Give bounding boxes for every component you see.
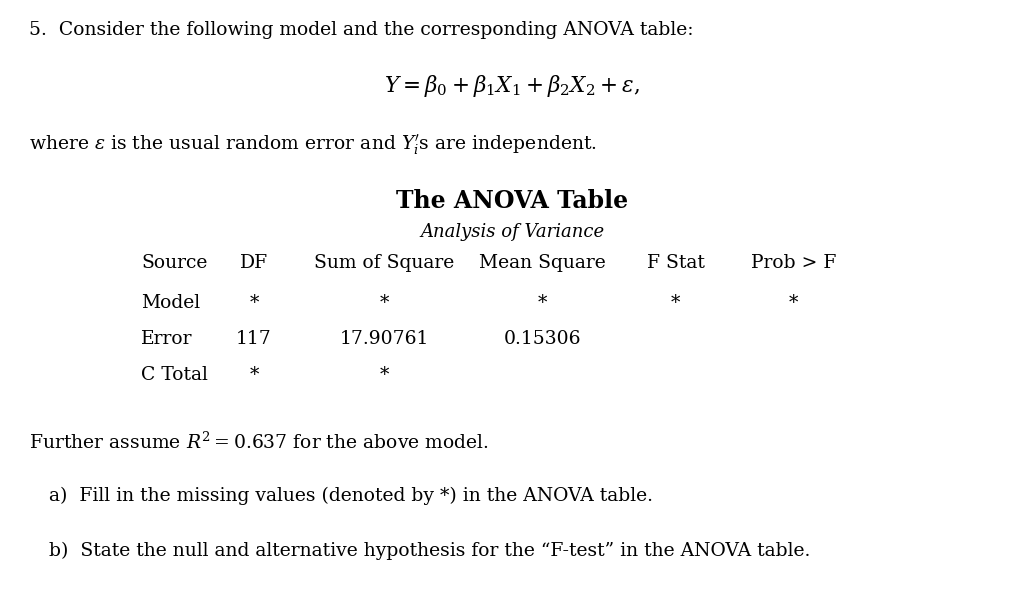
- Text: Error: Error: [141, 330, 193, 348]
- Text: F Stat: F Stat: [647, 254, 705, 272]
- Text: *: *: [249, 366, 259, 384]
- Text: $Y = \beta_0 + \beta_1 X_1 + \beta_2 X_2 + \epsilon,$: $Y = \beta_0 + \beta_1 X_1 + \beta_2 X_2…: [384, 73, 640, 99]
- Text: *: *: [538, 294, 548, 312]
- Text: 17.90761: 17.90761: [339, 330, 429, 348]
- Text: *: *: [379, 294, 389, 312]
- Text: where $\epsilon$ is the usual random error and $Y_i'$s are independent.: where $\epsilon$ is the usual random err…: [29, 133, 597, 157]
- Text: Source: Source: [141, 254, 208, 272]
- Text: Mean Square: Mean Square: [479, 254, 606, 272]
- Text: The ANOVA Table: The ANOVA Table: [396, 189, 628, 213]
- Text: Sum of Square: Sum of Square: [314, 254, 454, 272]
- Text: Prob > F: Prob > F: [751, 254, 837, 272]
- Text: b)  State the null and alternative hypothesis for the “F-test” in the ANOVA tabl: b) State the null and alternative hypoth…: [49, 541, 811, 560]
- Text: *: *: [379, 366, 389, 384]
- Text: C Total: C Total: [141, 366, 208, 384]
- Text: Analysis of Variance: Analysis of Variance: [420, 223, 604, 241]
- Text: 117: 117: [237, 330, 271, 348]
- Text: a)  Fill in the missing values (denoted by *) in the ANOVA table.: a) Fill in the missing values (denoted b…: [49, 487, 653, 505]
- Text: 0.15306: 0.15306: [504, 330, 582, 348]
- Text: DF: DF: [240, 254, 268, 272]
- Text: Model: Model: [141, 294, 201, 312]
- Text: Further assume $R^2 = 0.637$ for the above model.: Further assume $R^2 = 0.637$ for the abo…: [29, 432, 488, 453]
- Text: *: *: [788, 294, 799, 312]
- Text: 5.  Consider the following model and the corresponding ANOVA table:: 5. Consider the following model and the …: [29, 21, 693, 39]
- Text: *: *: [249, 294, 259, 312]
- Text: *: *: [671, 294, 681, 312]
